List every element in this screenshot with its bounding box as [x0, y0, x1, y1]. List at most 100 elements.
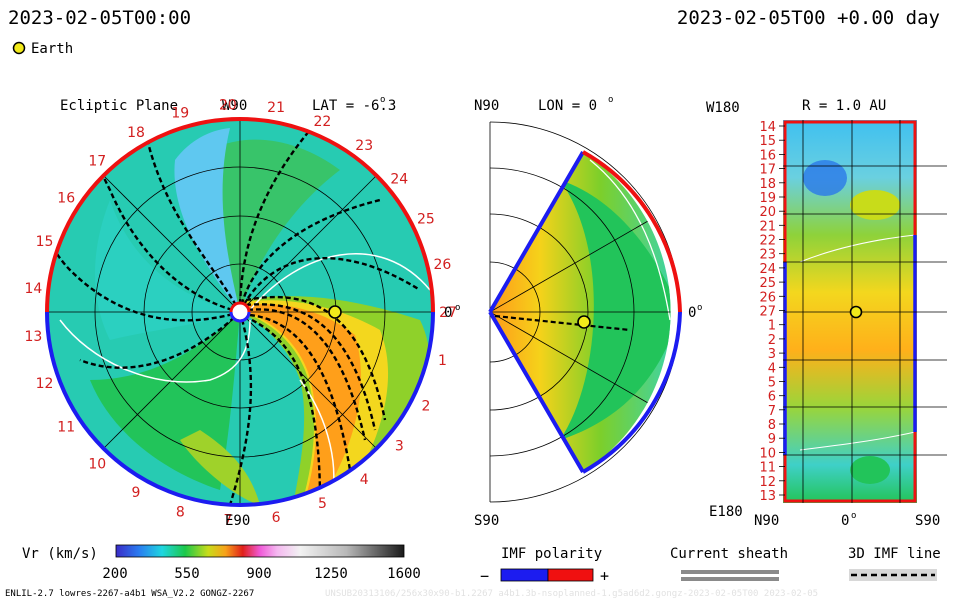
- imf-negative-swatch: [500, 568, 549, 582]
- ecliptic-rim-positive: [45, 117, 435, 313]
- ecliptic-rim-label: 7: [223, 513, 232, 529]
- radial-row-label: 27: [759, 305, 776, 320]
- ecliptic-rim-label: 23: [355, 138, 373, 154]
- radial-row-label: 18: [759, 177, 776, 192]
- ecliptic-speed-map: [47, 119, 433, 505]
- earth-marker-icon: [12, 41, 26, 55]
- ecliptic-rim-label: 25: [417, 212, 435, 228]
- radial-row-label: 20: [759, 205, 776, 220]
- current-sheath-legend: Current sheath: [670, 546, 788, 581]
- radial-earth-marker: [849, 305, 863, 319]
- ecliptic-rim-label: 15: [36, 234, 54, 250]
- radial-row-labels: 1415161718192021222324252627123456789101…: [759, 120, 776, 504]
- ecliptic-rim-label: 17: [88, 154, 106, 170]
- ecliptic-title: Ecliptic Plane: [60, 98, 178, 114]
- ecliptic-plane-panel: Ecliptic Plane W90 LAT = -6.3 o: [24, 95, 460, 529]
- ecliptic-rim-label: 6: [272, 510, 281, 526]
- ecliptic-rim-label: 1: [438, 353, 447, 369]
- imf-polarity-plus: +: [600, 567, 609, 585]
- ecliptic-rim-label: 12: [36, 376, 54, 392]
- ecliptic-rim-label: 3: [395, 439, 404, 455]
- colorbar-tick-2: 900: [246, 566, 271, 582]
- ecliptic-rim-label: 20: [219, 97, 237, 113]
- header-date: 2023-02-05T00:00: [8, 7, 191, 29]
- imf-polarity-minus: −: [480, 567, 489, 585]
- ecliptic-rim-label: 8: [176, 504, 185, 520]
- ecliptic-top-label: W90: [222, 98, 247, 114]
- ecliptic-earth-marker: [328, 305, 342, 319]
- radial-row-label: 26: [759, 290, 776, 305]
- ecliptic-rim-labels: 20 21222324252627123456789101112131415161…: [24, 97, 456, 528]
- ecliptic-rim-label: 22: [313, 114, 331, 130]
- ecliptic-rim-label: 5: [318, 496, 327, 512]
- ecliptic-rim-label: 14: [24, 281, 42, 297]
- radial-x-label-right: S90: [915, 513, 940, 529]
- radial-row-label: 7: [768, 404, 776, 419]
- ecliptic-rim-label: 19: [171, 106, 189, 122]
- ecliptic-rim-label: 11: [57, 419, 75, 435]
- radial-x-label-left: N90: [754, 513, 779, 529]
- radial-row-label: 24: [759, 262, 776, 277]
- radial-row-label: 5: [768, 376, 776, 391]
- ecliptic-rim-label: 9: [132, 485, 141, 501]
- radial-grid: [779, 125, 947, 496]
- radial-row-label: 14: [759, 120, 776, 135]
- earth-legend-label: Earth: [31, 41, 73, 57]
- imf-3d-line-legend: 3D IMF line: [848, 546, 941, 581]
- ecliptic-rim-label: 21: [267, 100, 285, 116]
- radial-row-label: 10: [759, 446, 776, 461]
- meridional-lon-label: LON = 0: [538, 98, 597, 114]
- ecliptic-rim-label: 24: [390, 171, 408, 187]
- imf-positive-swatch: [547, 568, 594, 582]
- colorbar-tick-3: 1250: [314, 566, 348, 582]
- radial-row-label: 21: [759, 219, 776, 234]
- radial-row-label: 8: [768, 418, 776, 433]
- footer-watermark: UNSUB20313106/256x30x90-b1.2267 a4b1.3b-…: [325, 589, 818, 599]
- radial-row-label: 12: [759, 475, 776, 490]
- ecliptic-rim-label: 4: [360, 472, 369, 488]
- ecliptic-rim-label: 13: [24, 329, 42, 345]
- colorbar-gradient: [115, 544, 405, 558]
- colorbar-label: Vr (km/s): [22, 546, 98, 562]
- imf-polarity-legend: IMF polarity − +: [480, 546, 609, 585]
- radial-row-label: 22: [759, 234, 776, 249]
- radial-row-label: 13: [759, 489, 776, 504]
- meridional-zero-label: 0: [688, 305, 696, 321]
- ecliptic-zero-degree: o: [455, 303, 460, 313]
- ecliptic-rim-label: 2: [421, 398, 430, 414]
- radial-x-degree: o: [851, 511, 856, 521]
- radial-r-label: R = 1.0 AU: [802, 98, 886, 114]
- radial-row-label: 19: [759, 191, 776, 206]
- ecliptic-rim-label: 10: [88, 456, 106, 472]
- radial-row-label: 3: [768, 347, 776, 362]
- footer-run-info: ENLIL-2.7 lowres-2267-a4b1 WSA_V2.2 GONG…: [5, 589, 254, 599]
- radial-row-label: 17: [759, 163, 776, 178]
- radial-x-label-center: 0: [841, 513, 849, 529]
- colorbar-tick-0: 200: [102, 566, 127, 582]
- meridional-top-label: N90: [474, 98, 499, 114]
- ecliptic-zero-label: 0: [444, 305, 452, 321]
- ecliptic-lat-degree: o: [380, 95, 385, 105]
- radial-row-label: 23: [759, 248, 776, 263]
- radial-row-label: 1: [768, 319, 776, 334]
- ecliptic-rim-label: 16: [57, 191, 75, 207]
- ecliptic-rim-negative: [45, 311, 435, 507]
- colorbar: Vr (km/s) 200 550 900 1250 1600: [22, 544, 421, 582]
- ecliptic-bottom-label: E90: [225, 513, 250, 529]
- meridional-zero-degree: o: [697, 303, 702, 313]
- radial-row-label: 2: [768, 333, 776, 348]
- radial-row-label: 15: [759, 134, 776, 149]
- ecliptic-rim-label: 26: [433, 257, 451, 273]
- radial-bottom-left-label: E180: [709, 504, 743, 520]
- meridional-lon-degree: o: [608, 95, 613, 105]
- meridional-bottom-label: S90: [474, 513, 499, 529]
- radial-row-label: 4: [768, 361, 776, 376]
- colorbar-tick-4: 1600: [387, 566, 421, 582]
- current-sheath-title: Current sheath: [670, 546, 788, 562]
- ecliptic-rim-label: 18: [127, 125, 145, 141]
- colorbar-tick-1: 550: [174, 566, 199, 582]
- radial-top-label: W180: [706, 100, 740, 116]
- radial-row-label: 9: [768, 432, 776, 447]
- radial-row-label: 6: [768, 390, 776, 405]
